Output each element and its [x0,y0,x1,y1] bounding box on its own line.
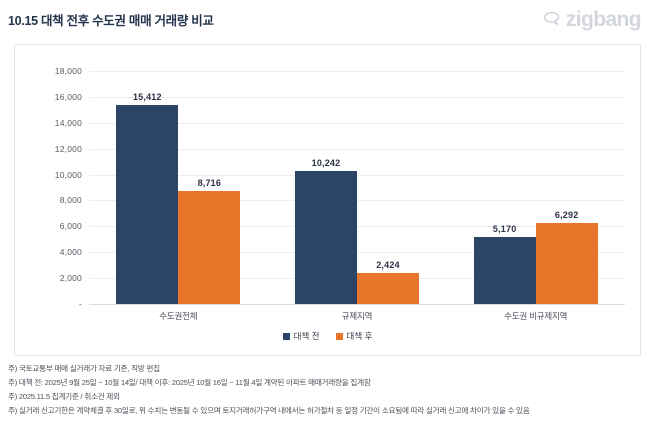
y-axis-tick-label: 12,000 [54,143,82,154]
bar-post[interactable]: 6,292 [535,210,598,304]
footnote-line: 주) 실거래 신고기한은 계약체결 후 30일로, 위 수치는 변동될 수 있으… [8,406,530,415]
bar-post[interactable]: 2,424 [356,260,419,304]
y-axis-tick-label: 6,000 [59,221,82,232]
bar-post[interactable]: 8,716 [178,178,241,304]
x-axis-category-label: 규제지역 [341,311,373,321]
bar-group-bars: 10,242 2,424 [268,71,447,304]
bar-group-bars: 15,412 8,716 [89,71,268,304]
y-axis-tick-label: 4,000 [59,247,82,258]
brand-logo: zigbang [542,8,642,31]
chart-container: 18,000 16,000 14,000 12,000 10,000 8,000 6,000… [14,44,641,356]
bar-group-bars: 5,170 6,292 [446,71,625,304]
gridline [89,252,625,254]
gridline [89,71,625,72]
legend-label: 대책 전 [293,331,320,341]
zigbang-mark-icon [542,10,561,29]
legend-swatch-icon [335,332,343,340]
brand-name: zigbang [565,8,642,31]
chart-legend: 대책 전 대책 후 [15,330,640,342]
legend-item[interactable]: 대책 후 [335,330,373,342]
footnote-line: 주) 2025.11.5 집계기준 / 취소건 제외 [8,392,120,401]
gridline [89,148,625,150]
bar-value-label: 2,424 [376,259,400,270]
y-axis-tick-label: 14,000 [54,117,82,128]
gridline [89,96,625,98]
page-header: 10.15 대책 전후 수도권 매매 거래량 비교 zigbang [0,0,655,42]
bar-value-label: 10,242 [311,158,341,169]
bar-group: 15,412 8,716 수도권전체 [89,71,268,321]
gridline [89,200,625,202]
bar-prev[interactable]: 15,412 [116,92,179,304]
bar-prev[interactable]: 5,170 [473,224,536,304]
y-axis-tick-label: 10,000 [54,169,82,180]
bar-value-label: 6,292 [554,209,579,220]
y-axis-tick-label: 8,000 [59,195,82,206]
legend-item[interactable]: 대책 전 [282,330,320,342]
bar-prev[interactable]: 10,242 [294,158,357,304]
y-axis-tick-label: 16,000 [54,91,82,102]
y-axis-tick-label: - [78,299,82,309]
gridline [89,122,625,124]
gridline [89,174,625,176]
legend-label: 대책 후 [346,331,373,341]
x-axis-category-label: 수도권전체 [159,311,198,321]
x-axis-category-label: 수도권 비규제지역 [504,311,568,321]
axis-baseline [89,304,625,305]
y-axis-tick-label: 18,000 [54,66,82,76]
bar-group: 5,170 6,292 수도권 비규제지역 [446,71,625,321]
bar-value-label: 15,412 [132,91,162,102]
bar-value-label: 5,170 [492,224,517,235]
footnote-line: 주) 대책 전: 2025년 9월 25일 ~ 10월 14일/ 대책 이후: … [8,378,371,387]
gridline [89,226,625,228]
y-axis-tick-label: 2,000 [59,273,82,284]
bar-value-label: 8,716 [197,178,222,189]
bar-group: 10,242 2,424 규제지역 [268,71,447,321]
page-title: 10.15 대책 전후 수도권 매매 거래량 비교 [8,14,214,28]
chart-plot-area: 18,000 16,000 14,000 12,000 10,000 8,000 6,000… [55,66,625,321]
legend-swatch-icon [282,332,290,340]
footnote-line: 주) 국토교통부 매매 실거래가 자료 기준, 직방 편집 [8,364,160,373]
